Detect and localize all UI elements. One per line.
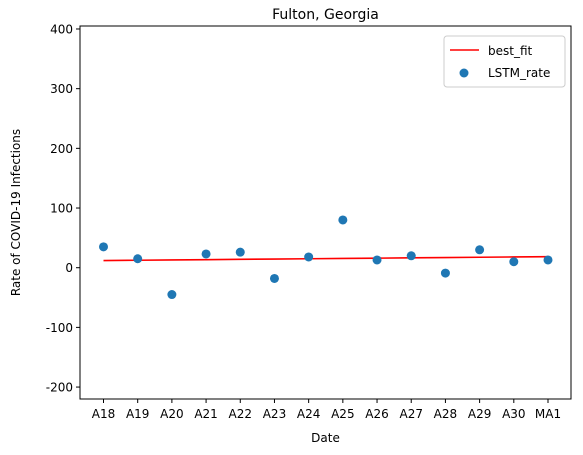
y-tick-label: 300 [50, 82, 73, 96]
x-tick-label: A25 [331, 407, 354, 421]
x-tick-label: A24 [297, 407, 320, 421]
data-point-lstm-rate [372, 255, 382, 265]
data-point-lstm-rate [440, 268, 450, 278]
data-point-lstm-rate [235, 247, 245, 257]
x-tick-label: A28 [434, 407, 457, 421]
x-tick-label: A22 [229, 407, 252, 421]
series-line-best-fit [103, 255, 549, 262]
x-tick-label: A29 [468, 407, 491, 421]
y-tick-label: -200 [46, 381, 73, 395]
legend-label-best-fit: best_fit [488, 44, 533, 58]
x-tick-label: A27 [399, 407, 422, 421]
axis-ticks: -200 -100 0 100 200 300 400 A18 A19 A20 A21 A22 A23 A… [46, 22, 561, 421]
x-axis-label: Date [311, 431, 340, 445]
data-point-lstm-rate [406, 251, 416, 261]
plot-marks [99, 215, 553, 300]
chart-title: Fulton, Georgia [272, 7, 379, 23]
plot-frame [79, 25, 572, 400]
y-tick-label: -100 [46, 321, 73, 335]
legend-marker-swatch [459, 68, 469, 78]
data-point-lstm-rate [304, 252, 314, 262]
legend-box [443, 35, 566, 88]
x-tick-label: A23 [263, 407, 286, 421]
data-point-lstm-rate [201, 249, 211, 259]
x-tick-label: A26 [365, 407, 388, 421]
x-tick-label: A30 [502, 407, 525, 421]
data-point-lstm-rate [543, 255, 553, 265]
y-tick-label: 100 [50, 202, 73, 216]
x-tick-label: MA1 [535, 407, 561, 421]
x-tick-label: A20 [160, 407, 183, 421]
data-point-lstm-rate [509, 257, 519, 267]
data-point-lstm-rate [99, 242, 108, 252]
legend: best_fit LSTM_rate [443, 35, 566, 88]
data-point-lstm-rate [167, 290, 177, 300]
data-point-lstm-rate [269, 273, 279, 283]
legend-label-lstm-rate: LSTM_rate [488, 66, 550, 80]
data-point-lstm-rate [338, 215, 348, 225]
data-point-lstm-rate [133, 254, 143, 264]
x-tick-label: A21 [194, 407, 217, 421]
x-tick-label: A19 [126, 407, 149, 421]
data-point-lstm-rate [475, 245, 485, 255]
y-axis-label: Rate of COVID-19 Infections [9, 129, 23, 296]
y-tick-label: 400 [50, 22, 73, 36]
y-tick-label: 200 [50, 142, 73, 156]
y-tick-label: 0 [65, 261, 73, 275]
x-tick-label: A18 [92, 407, 115, 421]
